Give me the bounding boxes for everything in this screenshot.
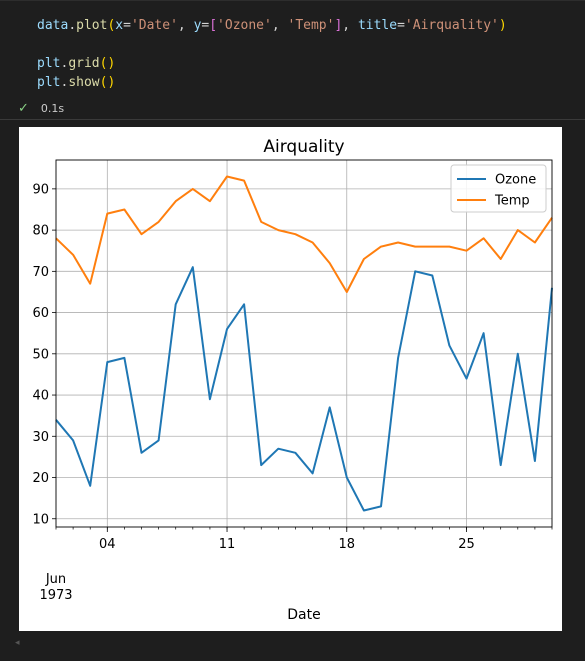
x-tick-label: 04: [99, 537, 116, 552]
code-line: plt.grid(): [37, 54, 507, 73]
code-token: 'Temp': [287, 18, 335, 33]
y-tick-label: 70: [32, 265, 49, 280]
legend: Ozone Temp: [450, 164, 547, 213]
code-token: ,: [271, 18, 288, 33]
code-token: ,: [342, 18, 358, 33]
code-token: 'Airquality': [404, 18, 499, 33]
y-tick-label: 30: [32, 430, 49, 445]
y-tick-label: 90: [32, 182, 49, 197]
code-token: ]: [334, 18, 343, 33]
legend-label: Ozone: [495, 173, 536, 188]
cell-top-border: [0, 0, 585, 1]
code-line: data.plot(x='Date', y=['Ozone', 'Temp'],…: [37, 16, 507, 35]
code-token: plot: [76, 18, 108, 33]
code-line: plt.show(): [37, 73, 507, 92]
code-cell[interactable]: data.plot(x='Date', y=['Ozone', 'Temp'],…: [0, 0, 585, 120]
code-token: 'Ozone': [217, 18, 272, 33]
chart-figure: Airquality 10 20 30 40 50 60 70 80 90 04 11 18 25 J…: [19, 127, 562, 631]
x-offset-year: 1973: [39, 588, 72, 603]
x-axis-ticks: 04 11 18 25: [55, 527, 553, 552]
y-axis-ticks: 10 20 30 40 50 60 70 80 90: [32, 182, 56, 527]
code-token: =: [123, 18, 131, 33]
series-line-temp: [55, 175, 553, 293]
code-token: .: [68, 18, 77, 33]
code-token: show: [68, 75, 100, 90]
code-token: =: [397, 18, 405, 33]
check-icon: ✓: [18, 100, 29, 116]
code-token: data: [37, 18, 69, 33]
series-line-ozone: [55, 266, 553, 512]
y-tick-label: 60: [32, 306, 49, 321]
cell-bottom-border: [0, 119, 585, 120]
code-token: (: [107, 18, 116, 33]
chart-title: Airquality: [263, 137, 344, 157]
code-token: 'Date': [130, 18, 178, 33]
x-tick-label: 25: [458, 537, 475, 552]
code-token: .: [60, 75, 69, 90]
code-token: plt: [37, 75, 61, 90]
code-token: =: [201, 18, 210, 33]
x-offset-month: Jun: [45, 572, 66, 587]
code-token: ): [498, 18, 507, 33]
execution-status: ✓ 0.1s: [18, 99, 64, 117]
code-token: grid: [68, 56, 100, 71]
code-token: ,: [177, 18, 194, 33]
legend-label: Temp: [494, 194, 530, 209]
code-token: .: [60, 56, 69, 71]
code-token: (): [99, 56, 116, 71]
x-tick-label: 18: [338, 537, 355, 552]
code-token: title: [357, 18, 398, 33]
y-tick-label: 50: [32, 347, 49, 362]
output-area: Airquality 10 20 30 40 50 60 70 80 90 04 11 18 25 J…: [19, 127, 562, 631]
y-tick-label: 80: [32, 224, 49, 239]
code-line: [37, 35, 507, 54]
execution-duration: 0.1s: [40, 101, 65, 115]
code-token: plt: [37, 56, 61, 71]
y-tick-label: 20: [32, 471, 49, 486]
plot-series: [55, 175, 553, 512]
axes-frame: [55, 159, 553, 528]
x-tick-label: 11: [219, 537, 236, 552]
x-axis-label: Date: [287, 607, 320, 623]
scroll-left-icon[interactable]: ◂: [15, 638, 20, 648]
y-tick-label: 40: [32, 389, 49, 404]
y-tick-label: 10: [32, 512, 49, 527]
code-token: (): [99, 75, 116, 90]
code-token: x: [115, 18, 124, 33]
code-token: y: [193, 18, 202, 33]
code-token: [: [209, 18, 218, 33]
code-editor[interactable]: data.plot(x='Date', y=['Ozone', 'Temp'],…: [37, 16, 507, 92]
